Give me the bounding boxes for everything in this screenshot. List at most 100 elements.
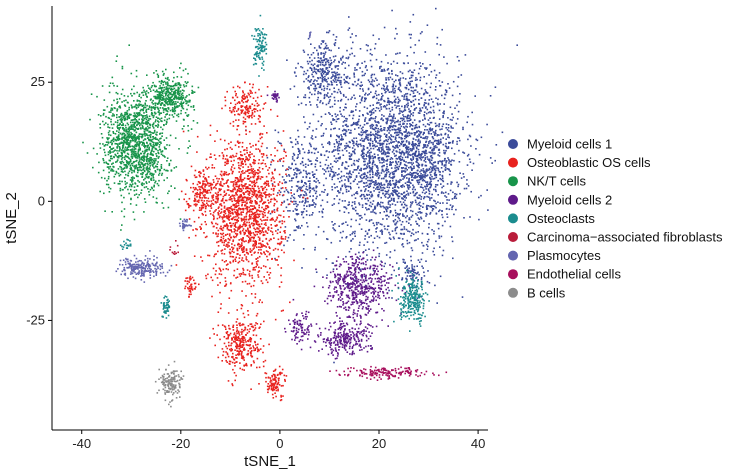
data-point bbox=[265, 182, 268, 185]
data-point bbox=[237, 217, 240, 219]
data-point bbox=[276, 209, 279, 212]
data-point bbox=[315, 197, 317, 200]
data-point bbox=[272, 176, 274, 178]
data-point bbox=[327, 142, 329, 144]
data-point bbox=[316, 99, 319, 101]
data-point bbox=[361, 153, 364, 155]
data-point bbox=[265, 184, 268, 187]
data-point bbox=[315, 147, 318, 150]
data-point bbox=[415, 83, 418, 86]
data-point bbox=[320, 124, 322, 127]
data-point bbox=[437, 154, 439, 156]
data-point bbox=[338, 61, 340, 64]
data-point bbox=[386, 85, 389, 87]
data-point bbox=[267, 199, 269, 202]
data-point bbox=[255, 222, 258, 224]
data-point bbox=[394, 132, 396, 134]
data-point bbox=[284, 151, 287, 154]
data-point bbox=[315, 177, 318, 180]
data-point bbox=[447, 83, 449, 85]
data-point bbox=[293, 174, 295, 176]
data-point bbox=[395, 53, 397, 55]
data-point bbox=[368, 149, 371, 152]
data-point bbox=[251, 180, 253, 183]
data-point bbox=[242, 196, 245, 199]
data-point bbox=[308, 142, 311, 145]
data-point bbox=[410, 182, 412, 185]
data-point bbox=[422, 168, 425, 170]
data-point bbox=[427, 102, 430, 105]
data-point bbox=[448, 160, 451, 162]
data-point bbox=[234, 260, 237, 262]
data-point bbox=[394, 209, 397, 212]
data-point bbox=[354, 278, 357, 280]
data-point bbox=[288, 216, 290, 218]
data-point bbox=[245, 191, 247, 193]
data-point bbox=[360, 189, 363, 192]
data-point bbox=[260, 210, 262, 213]
data-point bbox=[240, 307, 243, 310]
data-point bbox=[378, 131, 380, 133]
data-point bbox=[258, 159, 260, 161]
data-point bbox=[346, 172, 348, 175]
data-point bbox=[317, 52, 319, 55]
data-point bbox=[232, 239, 235, 241]
data-point bbox=[445, 142, 447, 145]
data-point bbox=[337, 202, 340, 205]
data-point bbox=[224, 199, 227, 202]
data-point bbox=[379, 134, 381, 137]
data-point bbox=[319, 57, 322, 60]
data-point bbox=[243, 149, 245, 152]
data-point bbox=[335, 120, 338, 123]
data-point bbox=[389, 126, 392, 129]
data-point bbox=[250, 168, 253, 170]
data-point bbox=[305, 183, 307, 185]
data-point bbox=[264, 163, 267, 165]
data-point bbox=[337, 100, 340, 102]
data-point bbox=[257, 213, 260, 216]
data-point bbox=[330, 134, 332, 136]
data-point bbox=[246, 283, 249, 285]
data-point bbox=[339, 79, 341, 82]
data-point bbox=[226, 158, 229, 161]
data-point bbox=[426, 67, 428, 69]
data-point bbox=[305, 194, 308, 196]
data-point bbox=[377, 167, 379, 169]
data-point bbox=[390, 197, 393, 200]
data-point bbox=[370, 219, 373, 221]
data-point bbox=[225, 268, 228, 270]
data-point bbox=[353, 201, 356, 203]
data-point bbox=[441, 191, 443, 193]
data-point bbox=[361, 177, 363, 180]
data-point bbox=[366, 197, 368, 200]
data-point bbox=[366, 107, 369, 110]
data-point bbox=[415, 132, 417, 134]
data-point bbox=[366, 171, 369, 174]
data-point bbox=[416, 265, 418, 267]
data-point bbox=[402, 175, 405, 178]
data-point bbox=[297, 147, 299, 150]
data-point bbox=[445, 191, 447, 194]
data-point bbox=[279, 191, 282, 193]
data-point bbox=[354, 128, 356, 130]
data-point bbox=[333, 75, 335, 77]
data-point bbox=[240, 194, 242, 196]
data-point bbox=[439, 171, 441, 173]
data-point bbox=[237, 209, 239, 212]
data-point bbox=[419, 170, 421, 173]
data-point bbox=[385, 152, 387, 154]
data-point bbox=[328, 30, 331, 32]
data-point bbox=[443, 165, 446, 167]
data-point bbox=[340, 113, 342, 115]
data-point bbox=[262, 154, 265, 156]
data-point bbox=[251, 200, 253, 203]
data-point bbox=[345, 106, 347, 109]
data-point bbox=[438, 235, 440, 237]
data-point bbox=[305, 175, 308, 178]
data-point bbox=[252, 284, 255, 287]
data-point bbox=[249, 197, 251, 199]
data-point bbox=[221, 199, 224, 201]
data-point bbox=[378, 110, 381, 112]
data-point bbox=[378, 93, 380, 96]
data-point bbox=[301, 267, 303, 269]
